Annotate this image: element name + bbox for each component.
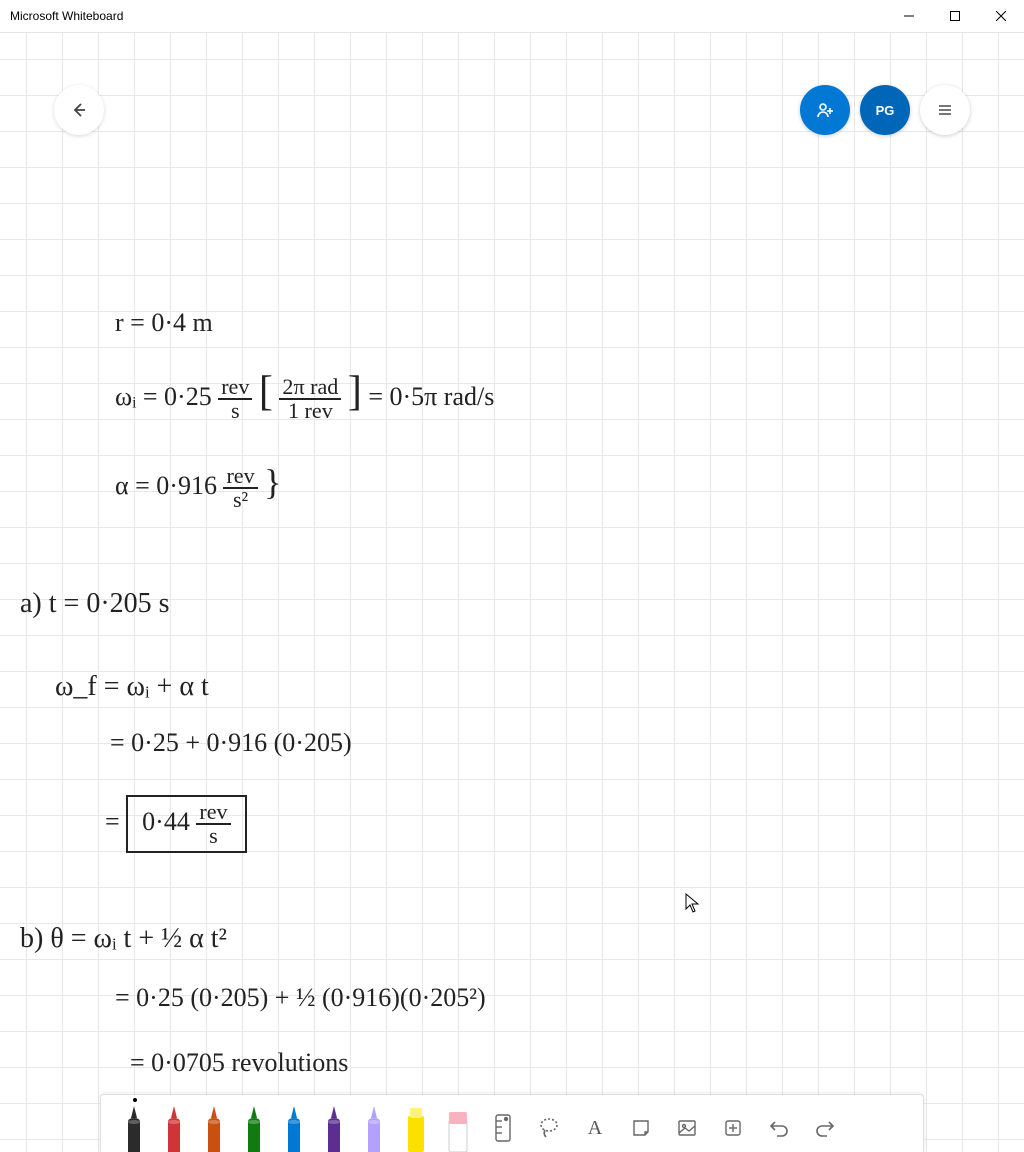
text-tool[interactable]: A: [575, 1104, 615, 1152]
redo-button[interactable]: [805, 1104, 845, 1152]
drawing-toolbar: A: [100, 1094, 924, 1152]
pen-tool-5[interactable]: [317, 1104, 353, 1152]
undo-button[interactable]: [759, 1104, 799, 1152]
hw-line-4: a) t = 0·205 s: [20, 588, 170, 620]
pen-tool-0[interactable]: [117, 1104, 153, 1152]
hw-line-7: = 0·44 revs: [105, 795, 247, 853]
window-titlebar: Microsoft Whiteboard: [0, 0, 1024, 33]
close-button[interactable]: [978, 0, 1024, 32]
image-tool[interactable]: [667, 1104, 707, 1152]
hw-line-2: ωᵢ = 0·25 revs [ 2π rad1 rev ] = 0·5π ra…: [115, 368, 494, 422]
highlighter-tool[interactable]: [399, 1104, 435, 1152]
pen-tool-3[interactable]: [237, 1104, 273, 1152]
note-tool[interactable]: [621, 1104, 661, 1152]
hw-line-9: = 0·25 (0·205) + ½ (0·916)(0·205²): [115, 983, 486, 1013]
hw-line-10: = 0·0705 revolutions: [130, 1048, 348, 1078]
ruler-tool[interactable]: [483, 1104, 523, 1152]
invite-button[interactable]: [800, 85, 850, 135]
avatar-initials: PG: [876, 103, 895, 118]
window-controls: [886, 0, 1024, 32]
whiteboard-canvas[interactable]: PG r = 0·4 m ωᵢ = 0·25 revs [ 2π rad1 re…: [0, 33, 1024, 1152]
user-avatar[interactable]: PG: [860, 85, 910, 135]
hw-line-8: b) θ = ωᵢ t + ½ α t²: [20, 923, 227, 955]
back-button[interactable]: [54, 85, 104, 135]
pen-tool-2[interactable]: [197, 1104, 233, 1152]
lasso-tool[interactable]: [529, 1104, 569, 1152]
pen-tool-1[interactable]: [157, 1104, 193, 1152]
hw-line-3: α = 0·916 revs² }: [115, 461, 281, 511]
pen-tool-6[interactable]: [357, 1104, 393, 1152]
hw-line-6: = 0·25 + 0·916 (0·205): [110, 728, 352, 758]
add-tool[interactable]: [713, 1104, 753, 1152]
eraser-tool[interactable]: [441, 1104, 477, 1152]
window-title: Microsoft Whiteboard: [10, 9, 886, 23]
pen-tool-4[interactable]: [277, 1104, 313, 1152]
maximize-button[interactable]: [932, 0, 978, 32]
minimize-button[interactable]: [886, 0, 932, 32]
hw-line-1: r = 0·4 m: [115, 308, 213, 338]
mouse-cursor-icon: [685, 893, 701, 918]
settings-menu-button[interactable]: [920, 85, 970, 135]
hw-line-5: ω_f = ωᵢ + α t: [55, 671, 209, 703]
canvas-header: PG: [0, 85, 1024, 145]
